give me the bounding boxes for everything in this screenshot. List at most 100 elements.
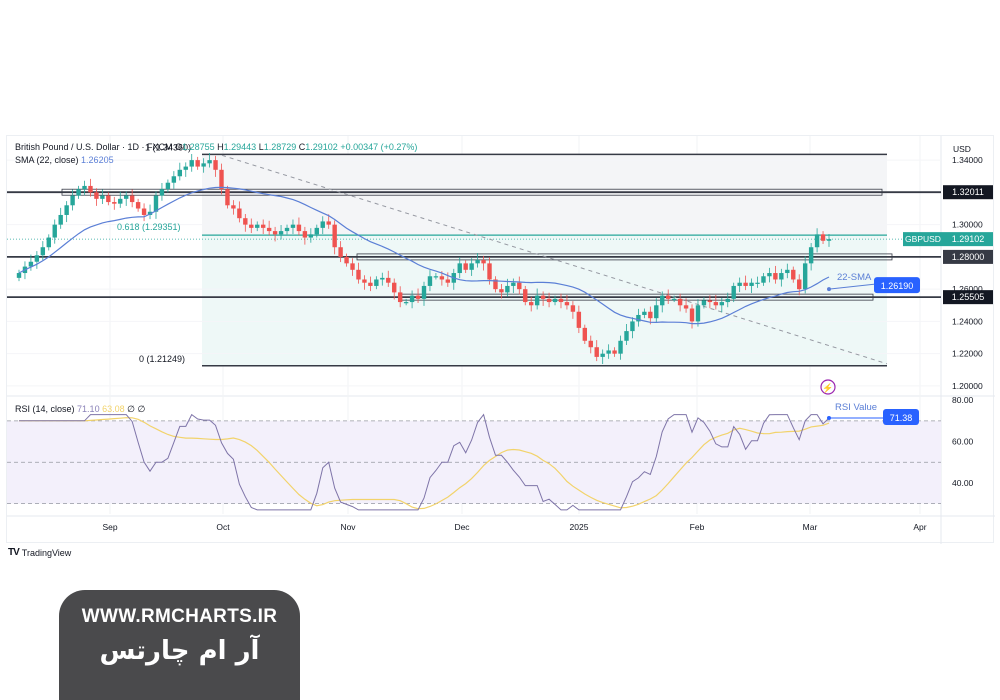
level-badge-125505[interactable] bbox=[943, 290, 993, 305]
candle-down[interactable] bbox=[493, 279, 498, 290]
candle-down[interactable] bbox=[106, 195, 111, 203]
candle-up[interactable] bbox=[58, 214, 63, 225]
candle-up[interactable] bbox=[124, 195, 129, 199]
candle-down[interactable] bbox=[689, 308, 695, 322]
candle-up[interactable] bbox=[421, 285, 427, 299]
candle-up[interactable] bbox=[427, 276, 433, 286]
candle-up[interactable] bbox=[779, 273, 784, 280]
candle-up[interactable] bbox=[189, 160, 194, 167]
candle-down[interactable] bbox=[612, 350, 617, 354]
candle-down[interactable] bbox=[439, 276, 445, 280]
candle-down[interactable] bbox=[797, 279, 802, 290]
candle-up[interactable] bbox=[171, 176, 177, 183]
candle-down[interactable] bbox=[302, 231, 308, 238]
candle-up[interactable] bbox=[767, 273, 772, 277]
candle-down[interactable] bbox=[648, 311, 653, 319]
rsi-ma-line[interactable] bbox=[19, 417, 830, 510]
level-badge-128000[interactable] bbox=[943, 249, 993, 264]
candle-up[interactable] bbox=[64, 205, 69, 215]
symbol-badge[interactable] bbox=[903, 232, 943, 247]
candle-up[interactable] bbox=[320, 221, 325, 228]
candle-down[interactable] bbox=[397, 292, 403, 303]
candle-down[interactable] bbox=[213, 160, 218, 170]
candle-down[interactable] bbox=[487, 263, 492, 280]
rsi-value-badge[interactable] bbox=[883, 408, 919, 425]
candle-up[interactable] bbox=[380, 277, 385, 280]
candle-down[interactable] bbox=[558, 298, 564, 303]
candle-up[interactable] bbox=[802, 263, 808, 290]
candle-up[interactable] bbox=[701, 300, 707, 306]
candle-down[interactable] bbox=[243, 218, 248, 225]
candle-down[interactable] bbox=[237, 208, 242, 219]
candle-up[interactable] bbox=[808, 247, 814, 264]
candle-up[interactable] bbox=[284, 227, 290, 232]
candle-down[interactable] bbox=[195, 160, 200, 167]
tradingview-logo[interactable]: TV TradingView bbox=[8, 547, 72, 558]
level-zone-box[interactable] bbox=[61, 188, 883, 196]
candle-up[interactable] bbox=[505, 285, 510, 293]
rsi-legend[interactable]: RSI (14, close) 71.10 63.08 ∅ ∅ bbox=[15, 404, 146, 414]
candle-up[interactable] bbox=[618, 340, 623, 354]
candle-up[interactable] bbox=[719, 302, 724, 306]
candle-down[interactable] bbox=[523, 289, 528, 303]
candle-up[interactable] bbox=[624, 331, 629, 341]
candle-down[interactable] bbox=[249, 224, 254, 228]
candle-up[interactable] bbox=[785, 269, 790, 274]
candle-up[interactable] bbox=[737, 282, 742, 286]
candle-up[interactable] bbox=[475, 260, 480, 264]
candle-down[interactable] bbox=[791, 269, 796, 280]
last-price-badge[interactable] bbox=[943, 232, 993, 247]
candle-up[interactable] bbox=[403, 302, 409, 304]
candle-down[interactable] bbox=[594, 347, 599, 357]
candle-down[interactable] bbox=[481, 260, 486, 264]
candle-up[interactable] bbox=[52, 224, 57, 238]
level-zone-box[interactable] bbox=[356, 253, 893, 261]
candle-up[interactable] bbox=[82, 185, 87, 190]
candle-up[interactable] bbox=[695, 305, 701, 322]
candle-up[interactable] bbox=[201, 163, 206, 167]
candle-down[interactable] bbox=[415, 295, 421, 299]
candle-down[interactable] bbox=[231, 205, 236, 209]
candle-down[interactable] bbox=[260, 224, 266, 228]
candle-down[interactable] bbox=[94, 192, 99, 199]
candle-down[interactable] bbox=[529, 302, 534, 306]
candle-up[interactable] bbox=[374, 279, 379, 286]
candle-down[interactable] bbox=[546, 298, 552, 303]
candle-down[interactable] bbox=[296, 224, 302, 232]
chart-container[interactable]: SepOctNovDec2025FebMarApr1.340001.320001… bbox=[6, 135, 995, 544]
candle-up[interactable] bbox=[46, 237, 51, 248]
candle-up[interactable] bbox=[731, 285, 736, 299]
candle-down[interactable] bbox=[576, 311, 582, 328]
candle-down[interactable] bbox=[392, 282, 397, 293]
candle-up[interactable] bbox=[76, 189, 81, 196]
candle-down[interactable] bbox=[225, 189, 230, 206]
candle-down[interactable] bbox=[564, 302, 570, 306]
candle-down[interactable] bbox=[88, 185, 93, 193]
lightning-event-icon[interactable] bbox=[820, 379, 836, 395]
candle-up[interactable] bbox=[183, 166, 188, 170]
candle-down[interactable] bbox=[338, 247, 343, 257]
candle-down[interactable] bbox=[713, 302, 719, 306]
candle-down[interactable] bbox=[368, 282, 373, 286]
candle-up[interactable] bbox=[552, 298, 558, 303]
candle-down[interactable] bbox=[386, 277, 391, 283]
candle-up[interactable] bbox=[290, 224, 296, 228]
candle-down[interactable] bbox=[743, 282, 748, 286]
candle-down[interactable] bbox=[350, 263, 355, 270]
candle-up[interactable] bbox=[100, 195, 105, 199]
candle-down[interactable] bbox=[129, 195, 135, 203]
candle-up[interactable] bbox=[457, 263, 462, 274]
candle-down[interactable] bbox=[707, 300, 713, 303]
candle-down[interactable] bbox=[665, 295, 671, 299]
candle-up[interactable] bbox=[469, 263, 474, 270]
level-badge-132011[interactable] bbox=[943, 185, 993, 200]
sma-value-badge[interactable] bbox=[874, 277, 920, 294]
candle-up[interactable] bbox=[70, 195, 75, 206]
candle-down[interactable] bbox=[677, 298, 683, 306]
candle-up[interactable] bbox=[534, 295, 540, 306]
currency-label[interactable]: USD bbox=[953, 144, 971, 154]
candle-up[interactable] bbox=[755, 282, 760, 284]
candle-down[interactable] bbox=[773, 273, 778, 280]
candle-down[interactable] bbox=[588, 340, 593, 348]
candle-down[interactable] bbox=[266, 227, 272, 232]
